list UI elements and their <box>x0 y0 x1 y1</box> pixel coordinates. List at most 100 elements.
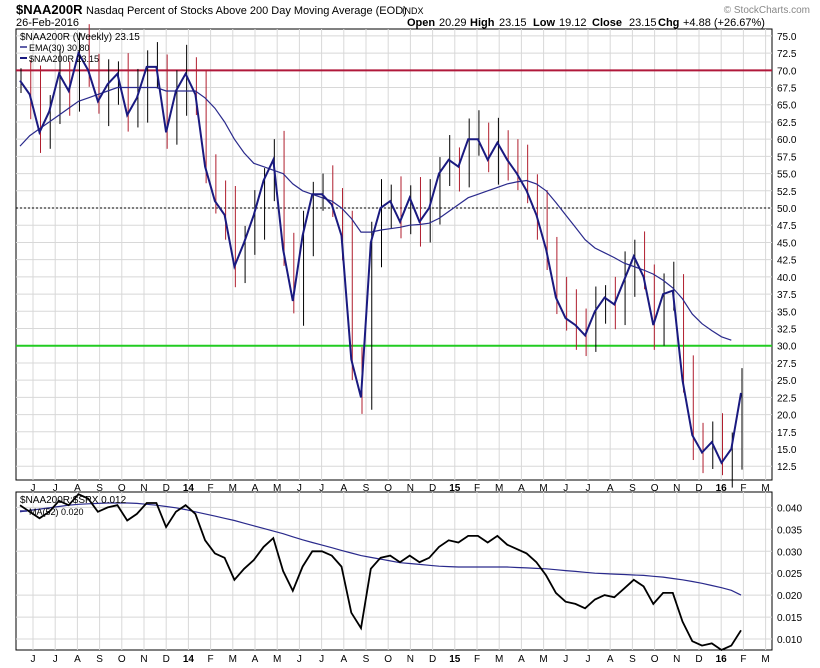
x-tick-label: M <box>273 654 281 665</box>
y-tick-label: 65.0 <box>777 101 797 112</box>
x-tick-label: N <box>140 654 147 665</box>
x-tick-label: J <box>319 483 324 494</box>
x-tick-label: 15 <box>449 483 461 494</box>
x-tick-label: J <box>563 483 568 494</box>
chart-symbol: $NAA200R <box>16 2 83 17</box>
y-tick-label: 0.030 <box>777 547 802 558</box>
x-tick-label: M <box>539 654 547 665</box>
price-bars <box>20 24 743 488</box>
ratio-line <box>19 493 742 652</box>
price-x-axis: J J A S O N D 14 F M A M J J A S O N D 15 F M A M J J A S O N D 16 F M <box>31 483 770 494</box>
y-tick-label: 47.5 <box>777 221 797 232</box>
x-tick-label: M <box>761 654 769 665</box>
x-tick-label: S <box>363 654 370 665</box>
y-tick-label: 67.5 <box>777 84 797 95</box>
x-tick-label: F <box>208 654 214 665</box>
x-tick-label: J <box>586 654 591 665</box>
x-tick-label: D <box>163 483 170 494</box>
price-line <box>19 50 742 465</box>
ratio-panel-title: $NAA200R:$SPX 0.012 <box>20 495 127 506</box>
ratio-y-axis: 0.010 0.015 0.020 0.025 0.030 0.035 0.040 <box>777 503 802 646</box>
chg-value: +4.88 (+26.67%) <box>683 17 765 29</box>
ratio-ma-legend-label: MA(52) 0.020 <box>29 507 84 517</box>
x-tick-label: F <box>474 654 480 665</box>
y-tick-label: 70.0 <box>777 66 797 77</box>
y-tick-label: 27.5 <box>777 359 797 370</box>
x-tick-label: A <box>607 483 614 494</box>
x-tick-label: A <box>518 654 525 665</box>
y-tick-label: 57.5 <box>777 152 797 163</box>
chg-label: Chg <box>658 17 679 29</box>
y-tick-label: 62.5 <box>777 118 797 129</box>
x-tick-label: A <box>607 654 614 665</box>
x-tick-label: J <box>53 654 58 665</box>
x-tick-label: S <box>363 483 370 494</box>
x-tick-label: O <box>651 654 659 665</box>
price-panel-title: $NAA200R (Weekly) 23.15 <box>20 32 140 43</box>
x-tick-label: S <box>96 654 103 665</box>
x-tick-label: O <box>384 483 392 494</box>
y-tick-label: 0.020 <box>777 591 802 602</box>
y-tick-label: 0.040 <box>777 503 802 514</box>
chart-description: Nasdaq Percent of Stocks Above 200 Day M… <box>86 5 407 17</box>
x-tick-label: J <box>297 483 302 494</box>
y-tick-label: 55.0 <box>777 170 797 181</box>
y-tick-label: 75.0 <box>777 32 797 43</box>
x-tick-label: M <box>229 483 237 494</box>
x-tick-label: 15 <box>449 654 461 665</box>
x-tick-label: J <box>586 483 591 494</box>
x-tick-label: M <box>539 483 547 494</box>
x-tick-label: N <box>407 483 414 494</box>
x-tick-label: S <box>629 483 636 494</box>
y-tick-label: 42.5 <box>777 256 797 267</box>
x-tick-label: M <box>761 483 769 494</box>
reference-lines <box>16 69 772 347</box>
y-tick-label: 17.5 <box>777 428 797 439</box>
x-tick-label: O <box>118 483 126 494</box>
x-tick-label: M <box>229 654 237 665</box>
x-tick-label: F <box>740 654 746 665</box>
y-tick-label: 20.0 <box>777 411 797 422</box>
close-value: 23.15 <box>629 17 657 29</box>
stockcharts-watermark: © StockCharts.com <box>724 5 810 16</box>
price-grid <box>16 29 772 480</box>
x-tick-label: A <box>252 483 259 494</box>
y-tick-label: 35.0 <box>777 307 797 318</box>
x-tick-label: J <box>319 654 324 665</box>
y-tick-label: 37.5 <box>777 290 797 301</box>
x-tick-label: O <box>384 654 392 665</box>
x-tick-label: D <box>429 654 436 665</box>
x-tick-label: 14 <box>183 483 195 494</box>
y-tick-label: 0.025 <box>777 569 802 580</box>
x-tick-label: J <box>53 483 58 494</box>
x-tick-label: S <box>96 483 103 494</box>
y-tick-label: 30.0 <box>777 342 797 353</box>
y-tick-label: 72.5 <box>777 49 797 60</box>
x-tick-label: A <box>340 654 347 665</box>
high-label: High <box>470 17 495 29</box>
x-tick-label: J <box>31 654 36 665</box>
y-tick-label: 45.0 <box>777 238 797 249</box>
ohlc-summary: Open 20.29 High 23.15 Low 19.12 Close 23… <box>407 17 765 29</box>
ema-legend-label: EMA(30) 30.80 <box>29 43 90 53</box>
ratio-lines <box>19 493 742 652</box>
x-tick-label: A <box>340 483 347 494</box>
x-tick-label: N <box>673 483 680 494</box>
x-tick-label: A <box>518 483 525 494</box>
x-tick-label: F <box>740 483 746 494</box>
price-panel <box>15 28 773 481</box>
y-tick-label: 0.015 <box>777 613 802 624</box>
chart-exchange: INDX <box>402 6 424 16</box>
x-tick-label: 16 <box>716 654 728 665</box>
x-tick-label: A <box>74 654 81 665</box>
x-tick-label: A <box>252 654 259 665</box>
ratio-legend: $NAA200R:$SPX 0.012 MA(52) 0.020 <box>20 495 127 517</box>
y-tick-label: 12.5 <box>777 462 797 473</box>
x-tick-label: S <box>629 654 636 665</box>
ratio-panel <box>15 491 773 651</box>
y-tick-label: 25.0 <box>777 376 797 387</box>
open-label: Open <box>407 17 435 29</box>
y-tick-label: 40.0 <box>777 273 797 284</box>
x-tick-label: J <box>563 654 568 665</box>
